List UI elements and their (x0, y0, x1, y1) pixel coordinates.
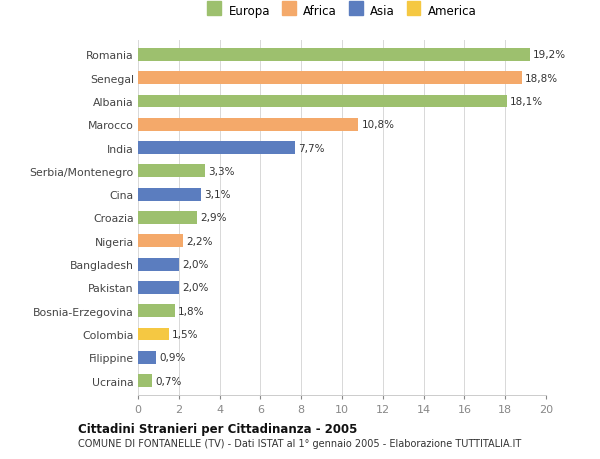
Text: 0,7%: 0,7% (155, 376, 182, 386)
Text: 2,0%: 2,0% (182, 259, 208, 269)
Text: 3,1%: 3,1% (204, 190, 231, 200)
Bar (138, 142, 295, 155)
Text: COMUNE DI FONTANELLE (TV) - Dati ISTAT al 1° gennaio 2005 - Elaborazione TUTTITA: COMUNE DI FONTANELLE (TV) - Dati ISTAT a… (78, 438, 521, 448)
Text: 2,2%: 2,2% (186, 236, 212, 246)
Bar (138, 305, 175, 318)
Text: 19,2%: 19,2% (533, 50, 566, 60)
Bar (138, 375, 152, 387)
Bar (138, 212, 197, 224)
Text: 7,7%: 7,7% (298, 143, 325, 153)
Bar (138, 165, 205, 178)
Text: 18,8%: 18,8% (524, 73, 558, 84)
Bar (138, 72, 521, 85)
Bar (138, 258, 179, 271)
Bar (138, 95, 507, 108)
Text: Cittadini Stranieri per Cittadinanza - 2005: Cittadini Stranieri per Cittadinanza - 2… (78, 422, 358, 436)
Text: 1,8%: 1,8% (178, 306, 204, 316)
Text: 2,9%: 2,9% (200, 213, 227, 223)
Text: 10,8%: 10,8% (361, 120, 394, 130)
Text: 1,5%: 1,5% (172, 329, 198, 339)
Text: 18,1%: 18,1% (510, 97, 544, 107)
Bar (138, 281, 179, 294)
Text: 3,3%: 3,3% (208, 167, 235, 177)
Bar (138, 49, 530, 62)
Bar (138, 188, 201, 201)
Text: 2,0%: 2,0% (182, 283, 208, 293)
Legend: Europa, Africa, Asia, America: Europa, Africa, Asia, America (208, 5, 476, 18)
Bar (138, 235, 183, 248)
Bar (138, 118, 358, 131)
Bar (138, 328, 169, 341)
Bar (138, 351, 157, 364)
Text: 0,9%: 0,9% (160, 353, 186, 363)
